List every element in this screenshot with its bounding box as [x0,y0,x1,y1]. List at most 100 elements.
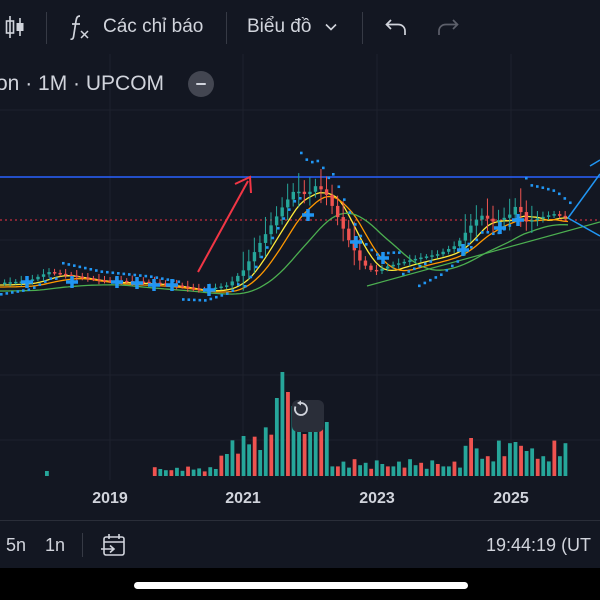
candle-body [458,240,462,247]
candle-body [197,288,201,290]
candle-body [91,278,96,280]
sar-dot [569,201,572,205]
volume-bar [452,461,457,476]
volume-bar [424,468,429,476]
volume-bar [152,467,157,476]
sar-dot [277,226,280,230]
redo-button[interactable] [436,0,460,54]
sar-dot [144,274,148,278]
candle-body [30,279,35,282]
sar-dot [204,299,207,302]
signal-marker [148,279,160,291]
sar-dot [255,265,258,269]
candle-body [441,251,445,255]
volume-bar [463,445,468,476]
home-indicator[interactable] [134,582,468,589]
sar-dot [530,184,534,187]
undo-button[interactable] [384,0,408,54]
candle-body [213,287,218,290]
clock-timezone[interactable]: 19:44:19 (UT [486,535,592,555]
candle-body [3,282,7,285]
sar-dot [266,246,269,249]
sar-dot [424,262,427,266]
sar-dot [282,217,286,220]
candle-body [502,217,506,221]
sar-dot [354,223,357,226]
sar-dot [536,185,539,188]
volume-bar [563,443,568,476]
candle-body [341,217,345,229]
moving-average-line [0,195,569,293]
range-5y-button[interactable]: 5n [6,535,27,555]
toolbar-separator [362,12,363,44]
candle-body [230,281,234,286]
sar-dot [451,264,454,268]
volume-bar [202,471,207,476]
sar-dot [100,270,104,273]
chart-type-dropdown[interactable]: Biểu đồ [247,0,338,54]
volume-bar [225,454,229,476]
volume-bar [263,427,268,476]
volume-bar [45,471,49,476]
volume-bar [274,398,279,476]
candle-body [258,242,262,253]
candle-body [41,274,46,277]
volume-bar [163,470,168,476]
volume-bar [496,440,501,476]
candle-body [463,232,468,241]
sar-dot [198,298,202,302]
volume-bar [535,458,540,476]
sar-dot [305,158,309,161]
volume-bar [546,461,551,476]
candle-body [86,277,90,279]
volume-bar [308,410,313,476]
volume-bar [191,469,196,476]
sar-dot [95,269,98,272]
chart-type-label: Biểu đồ [247,16,312,37]
signal-marker [66,276,78,288]
sar-dot [445,269,449,272]
chevron-down-icon [325,23,338,31]
volume-bar [519,445,523,476]
sar-dot [413,267,416,271]
volume-bar [524,451,529,476]
sar-dot [407,270,411,273]
volume-bar [236,453,240,476]
candle-body [186,286,190,288]
sar-dot [327,176,331,180]
candle-body [496,220,501,222]
volume-bar [302,434,307,476]
volume-bar [230,440,235,476]
sar-dot [365,243,368,246]
chart-style-button[interactable] [4,0,26,54]
legend-collapse-button[interactable] [188,71,214,97]
candle-body [324,189,329,195]
candle-body [36,276,40,280]
red-arrow-drawing[interactable] [197,175,252,273]
sar-dot [260,255,264,259]
volume-bar [541,456,546,476]
candle-body [447,249,451,252]
range-1y-button[interactable]: 1n [45,535,66,555]
candle-body [8,282,12,284]
symbol-legend[interactable]: on · 1M · UPCOM [0,70,164,98]
go-to-date-icon[interactable] [100,531,128,559]
volume-bar [241,436,246,476]
sar-dot [418,264,422,268]
reset-chart-button[interactable] [292,400,324,432]
sar-dot [300,151,303,155]
candle-body [469,225,473,233]
sar-dot [508,224,512,227]
indicators-button[interactable]: Các chỉ báo [68,0,203,54]
volume-bar [458,467,462,476]
volume-bar [186,466,190,476]
volume-bar [380,464,385,476]
sar-dot [11,291,14,294]
symbol-info: on · 1M · UPCOM [0,72,165,95]
volume-bar [480,458,485,476]
chart-pane[interactable]: 2019 2021 2023 2025 on · 1M · UPCOM [0,54,600,526]
blue-projection-drawing[interactable] [567,159,600,237]
candle-body [369,265,373,270]
volume-bar [347,467,351,476]
candle-body [408,260,412,262]
